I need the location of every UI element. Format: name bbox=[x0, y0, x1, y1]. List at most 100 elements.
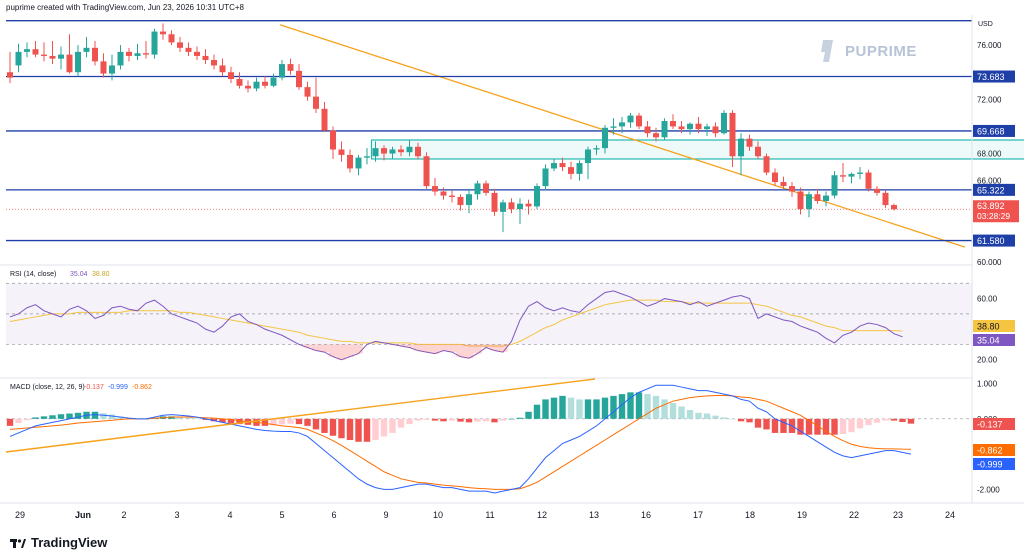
macd-histogram-bar-54 bbox=[465, 418, 473, 423]
x-axis-tick-14: 18 bbox=[745, 510, 755, 520]
x-axis-tick-4: 4 bbox=[227, 510, 232, 520]
candle-60 bbox=[517, 203, 523, 210]
macd-histogram-bar-56 bbox=[482, 418, 490, 422]
macd-histogram-bar-96 bbox=[822, 418, 830, 435]
macd-histogram-bar-64 bbox=[550, 397, 558, 419]
candle-64 bbox=[551, 163, 557, 169]
macd-histogram-bar-38 bbox=[329, 418, 337, 436]
macd-histogram-bar-42 bbox=[363, 418, 371, 442]
macd-histogram-bar-24 bbox=[210, 418, 218, 422]
macd-histogram-bar-104 bbox=[890, 418, 898, 421]
candle-12 bbox=[109, 65, 115, 74]
x-axis-tick-9: 11 bbox=[485, 510, 494, 520]
candle-52 bbox=[449, 195, 455, 197]
x-axis-tick-5: 5 bbox=[279, 510, 284, 520]
level-label-3: 61.580 bbox=[977, 236, 1005, 246]
macd-histogram-bar-4 bbox=[40, 416, 48, 419]
candle-55 bbox=[474, 183, 481, 195]
macd-histogram-bar-57 bbox=[491, 418, 498, 423]
last-price-label: 63.892 bbox=[977, 201, 1005, 211]
candle-79 bbox=[678, 126, 685, 130]
candle-73 bbox=[627, 115, 634, 123]
candle-21 bbox=[185, 47, 192, 52]
macd-histogram-bar-2 bbox=[23, 418, 31, 421]
candle-1 bbox=[15, 51, 22, 66]
macd-histogram-bar-60 bbox=[516, 417, 524, 419]
level-badge-3 bbox=[973, 234, 1015, 247]
x-axis-tick-8: 10 bbox=[433, 510, 443, 520]
macd-signal-value: -0.862 bbox=[132, 384, 152, 391]
candle-19 bbox=[168, 34, 175, 43]
macd-histogram-bar-89 bbox=[763, 418, 770, 430]
price-axis-tick-0: 76.000 bbox=[977, 41, 1002, 50]
rsi-ma-line bbox=[9, 299, 903, 347]
level-badge-0 bbox=[973, 70, 1015, 83]
candle-4 bbox=[41, 54, 47, 56]
price-trendline bbox=[279, 24, 966, 248]
macd-histogram-bar-35 bbox=[304, 418, 311, 426]
candle-26 bbox=[228, 72, 234, 79]
macd-histogram-bar-26 bbox=[227, 418, 235, 424]
x-axis-tick-7: 9 bbox=[383, 510, 388, 520]
candle-14 bbox=[126, 51, 132, 56]
x-axis-tick-18: 24 bbox=[945, 510, 955, 520]
candle-48 bbox=[415, 146, 421, 157]
macd-histogram-bar-41 bbox=[355, 418, 362, 442]
macd-histogram-bar-85 bbox=[729, 418, 736, 420]
macd-histogram-bar-27 bbox=[236, 418, 243, 425]
candle-88 bbox=[755, 146, 761, 157]
price-axis-tick-4: 60.000 bbox=[977, 258, 1002, 267]
candle-7 bbox=[66, 54, 73, 73]
candle-58 bbox=[500, 202, 506, 212]
candle-18 bbox=[160, 31, 166, 35]
macd-badge bbox=[973, 458, 1015, 470]
candle-17 bbox=[151, 31, 158, 55]
macd-histogram-bar-76 bbox=[652, 395, 660, 419]
candle-75 bbox=[644, 126, 651, 134]
tradingview-logo-text: TradingView bbox=[31, 535, 108, 550]
rsi-badge bbox=[973, 334, 1015, 346]
candle-34 bbox=[296, 70, 302, 88]
macd-histogram-bar-68 bbox=[584, 399, 592, 419]
macd-value: -0.999 bbox=[108, 384, 128, 391]
candle-32 bbox=[279, 64, 285, 78]
candle-6 bbox=[58, 54, 64, 59]
macd-histogram-bar-5 bbox=[49, 415, 56, 419]
macd-histogram-bar-49 bbox=[423, 418, 430, 420]
macd-histogram-bar-25 bbox=[219, 418, 226, 423]
macd-histogram-bar-97 bbox=[831, 418, 838, 435]
puprime-logo-icon bbox=[821, 40, 833, 62]
candle-3 bbox=[32, 49, 39, 55]
candle-35 bbox=[304, 87, 311, 97]
tradingview-footer[interactable]: TradingView bbox=[10, 535, 107, 550]
candle-47 bbox=[406, 146, 413, 153]
candle-45 bbox=[389, 149, 396, 154]
candle-66 bbox=[568, 167, 574, 174]
candle-33 bbox=[287, 64, 294, 71]
candle-86 bbox=[738, 138, 744, 157]
macd-histogram-bar-36 bbox=[312, 418, 320, 430]
macd-histogram-bar-58 bbox=[499, 418, 507, 421]
candle-2 bbox=[24, 49, 30, 52]
candle-95 bbox=[814, 194, 821, 201]
macd-histogram-bar-39 bbox=[338, 418, 345, 439]
rsi-ma-badge bbox=[973, 320, 1015, 332]
candle-8 bbox=[75, 51, 81, 73]
candle-82 bbox=[704, 126, 710, 130]
macd-histogram-bar-84 bbox=[720, 417, 728, 419]
macd-histogram-bar-105 bbox=[899, 418, 906, 422]
macd-histogram-bar-81 bbox=[695, 412, 702, 419]
macd-histogram-bar-78 bbox=[669, 402, 677, 419]
x-axis-tick-11: 13 bbox=[589, 510, 599, 520]
macd-histogram-bar-22 bbox=[193, 418, 201, 420]
macd-histogram-bar-66 bbox=[567, 397, 575, 419]
candle-51 bbox=[440, 191, 447, 196]
candle-94 bbox=[806, 194, 812, 210]
candle-89 bbox=[763, 156, 770, 173]
macd-histogram-bar-21 bbox=[185, 417, 192, 419]
macd-histogram-bar-6 bbox=[57, 414, 65, 419]
candle-56 bbox=[483, 183, 489, 193]
candle-13 bbox=[117, 51, 124, 66]
support-resistance-zone bbox=[370, 139, 1024, 160]
